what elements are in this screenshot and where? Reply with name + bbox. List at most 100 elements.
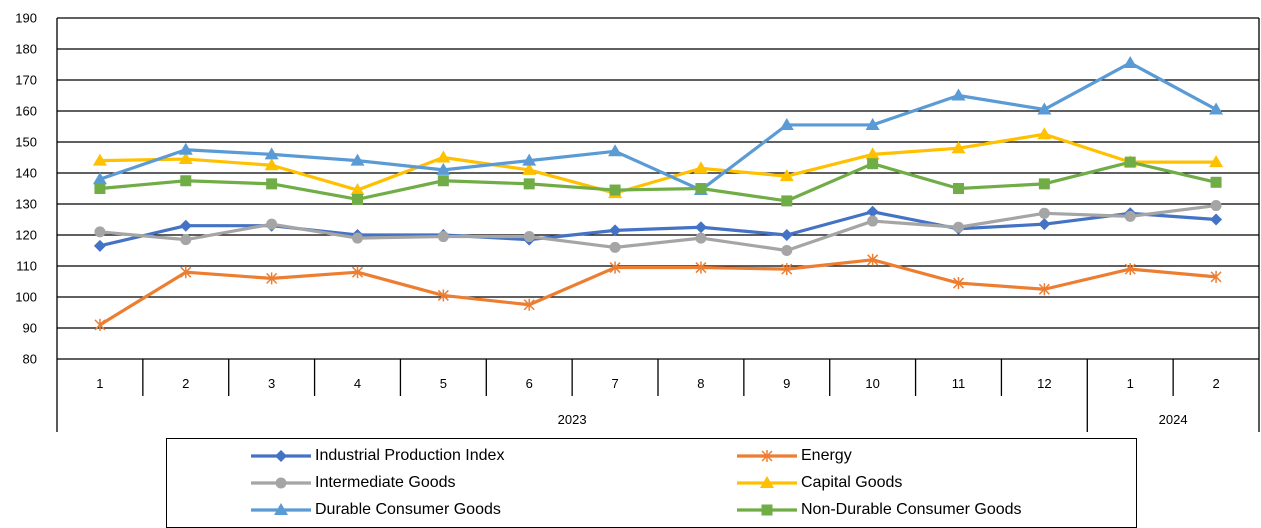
x-tick-label: 12 — [1037, 376, 1051, 391]
legend-item: Capital Goods — [737, 472, 902, 494]
year-group-label: 2024 — [1159, 412, 1188, 427]
data-point — [179, 219, 192, 232]
data-point — [275, 450, 287, 462]
data-point — [352, 232, 363, 244]
data-point — [1209, 102, 1224, 115]
x-tick-label: 1 — [96, 376, 103, 391]
data-point — [1124, 263, 1136, 276]
data-point — [608, 144, 623, 157]
x-tick-label: 2 — [1212, 376, 1219, 391]
data-point — [180, 234, 192, 246]
data-point — [695, 261, 707, 274]
legend-label: Intermediate Goods — [315, 474, 456, 491]
legend-swatch — [251, 477, 311, 489]
data-point — [781, 195, 793, 207]
data-point — [274, 503, 288, 515]
y-tick-label: 150 — [15, 135, 37, 150]
x-tick-label: 4 — [354, 376, 361, 391]
y-tick-label: 80 — [23, 352, 37, 367]
data-point — [779, 169, 794, 182]
series-durable-consumer-goods — [92, 55, 1224, 196]
data-point — [437, 289, 449, 302]
data-point — [867, 253, 879, 266]
legend-label: Durable Consumer Goods — [315, 501, 501, 518]
series-line — [99, 132, 1217, 195]
series-intermediate-goods — [94, 200, 1222, 256]
data-point — [1037, 127, 1052, 140]
data-point — [761, 504, 773, 516]
legend-item: Durable Consumer Goods — [251, 499, 501, 521]
data-point — [178, 142, 193, 155]
data-point — [1210, 213, 1223, 226]
data-point — [1038, 207, 1050, 219]
data-point — [275, 477, 287, 489]
y-tick-label: 170 — [15, 73, 37, 88]
x-tick-label: 1 — [1127, 376, 1134, 391]
data-point — [951, 88, 966, 101]
data-point — [180, 175, 192, 187]
legend-label: Non-Durable Consumer Goods — [801, 501, 1022, 518]
data-point — [92, 153, 107, 166]
data-point — [1038, 218, 1051, 231]
data-point — [1209, 155, 1224, 168]
data-point — [351, 266, 364, 279]
y-tick-label: 120 — [15, 228, 37, 243]
y-tick-label: 140 — [15, 166, 37, 181]
data-point — [952, 277, 965, 290]
data-point — [523, 298, 535, 311]
y-tick-label: 90 — [23, 321, 37, 336]
y-tick-label: 180 — [15, 42, 37, 57]
series-line — [99, 61, 1217, 192]
legend-item: Energy — [737, 445, 852, 467]
y-tick-label: 100 — [15, 290, 37, 305]
y-axis-ticks: 80 90 100 110 120 130 140 150 160 170 180 190 — [15, 11, 37, 367]
data-point — [867, 215, 879, 227]
data-point — [94, 318, 106, 331]
data-point — [953, 183, 964, 194]
data-point — [781, 245, 793, 256]
data-point — [264, 147, 279, 160]
data-point — [1210, 200, 1222, 212]
data-point — [865, 147, 880, 160]
data-point — [609, 184, 621, 196]
data-point — [609, 241, 621, 253]
data-point — [1037, 102, 1052, 115]
legend-item: Non-Durable Consumer Goods — [737, 499, 1022, 521]
legend: Industrial Production Index Energy Interme… — [166, 438, 1137, 528]
legend-swatch — [737, 504, 797, 516]
data-point — [266, 218, 278, 230]
series-non-durable-consumer-goods — [94, 156, 1222, 207]
data-point — [1124, 210, 1136, 222]
legend-item: Industrial Production Index — [251, 445, 504, 467]
x-tick-label: 8 — [697, 376, 704, 391]
data-point — [867, 158, 879, 170]
data-point — [436, 162, 451, 175]
series-capital-goods — [92, 127, 1224, 199]
data-point — [779, 117, 794, 130]
data-point — [180, 266, 192, 279]
data-point — [266, 178, 278, 190]
series-lines — [92, 55, 1224, 331]
legend-label: Energy — [801, 447, 852, 464]
legend-swatch — [737, 476, 797, 488]
series-line — [99, 210, 1217, 248]
data-point — [350, 183, 365, 196]
data-point — [1038, 178, 1050, 190]
x-tick-label: 10 — [865, 376, 879, 391]
data-point — [1123, 55, 1138, 68]
data-point — [94, 183, 106, 194]
data-point — [866, 205, 879, 218]
data-point — [1210, 176, 1222, 188]
y-tick-label: 110 — [16, 259, 37, 274]
data-point — [609, 224, 622, 237]
data-point — [94, 226, 106, 238]
data-point — [264, 158, 279, 171]
data-point — [1210, 270, 1222, 283]
year-group-label: 2023 — [558, 412, 587, 427]
y-tick-label: 130 — [15, 197, 37, 212]
x-tick-label: 2 — [182, 376, 189, 391]
data-point — [352, 193, 363, 205]
data-point — [523, 178, 535, 190]
data-point — [436, 150, 451, 163]
